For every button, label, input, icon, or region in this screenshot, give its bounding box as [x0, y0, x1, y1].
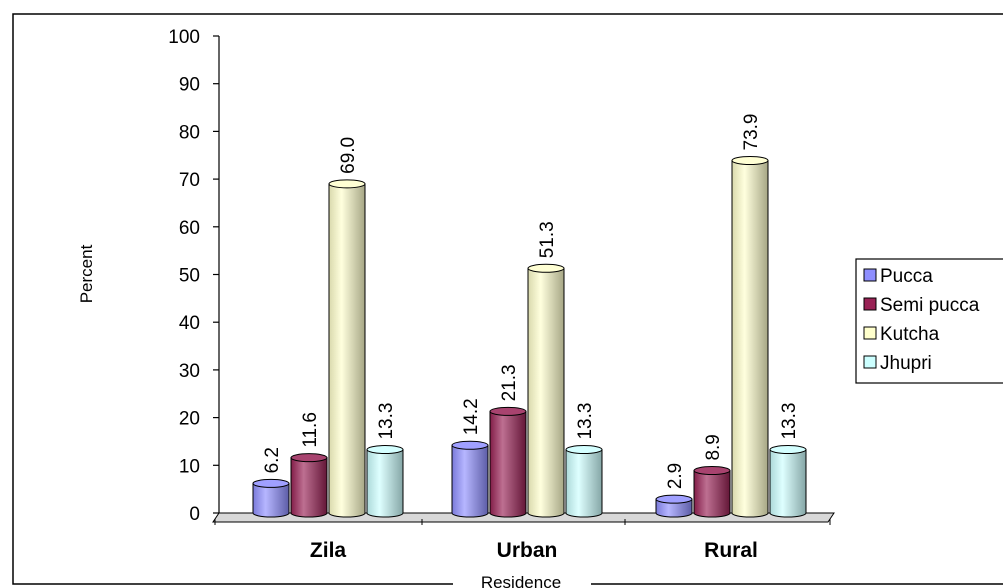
- y-tick-label: 100: [168, 27, 200, 48]
- x-category-label: Rural: [704, 539, 758, 562]
- y-tick-label: 30: [179, 361, 200, 382]
- bar: [252, 478, 290, 518]
- y-tick-label: 70: [179, 170, 200, 191]
- y-tick-label: 80: [179, 122, 200, 143]
- bar: [769, 445, 807, 518]
- legend: Pucca Semi pucca Kutcha Jhupri: [855, 258, 1003, 384]
- legend-swatch: [863, 326, 877, 340]
- data-label: 11.6: [300, 412, 321, 448]
- data-label: 14.2: [461, 398, 482, 435]
- legend-swatch: [863, 268, 877, 282]
- data-label: 51.3: [537, 221, 558, 258]
- data-label: 6.2: [262, 447, 283, 473]
- data-label: 13.3: [376, 403, 397, 440]
- data-label: 69.0: [338, 137, 359, 174]
- legend-label: Pucca: [880, 266, 933, 287]
- bar: [655, 494, 693, 518]
- bars: [252, 155, 807, 518]
- y-tick-label: 0: [189, 504, 200, 525]
- bar: [565, 445, 603, 518]
- y-axis-ticks: 0 10 20 30 40 50 60 70 80 90 100: [168, 27, 831, 525]
- y-tick-label: 90: [179, 75, 200, 96]
- x-axis-title: Residence: [481, 573, 561, 588]
- bar: [290, 453, 328, 518]
- bar: [366, 445, 404, 518]
- x-category-label: Urban: [497, 539, 558, 562]
- data-label: 2.9: [665, 463, 686, 489]
- legend-label: Kutcha: [880, 324, 940, 345]
- legend-label: Jhupri: [880, 353, 932, 374]
- data-labels: 6.2 11.6 69.0 13.3 14.2 21.3 51.3 13.3 2.9 8.9 73.…: [262, 114, 800, 490]
- data-label: 13.3: [779, 403, 800, 440]
- y-tick-label: 50: [179, 266, 200, 287]
- legend-swatch: [863, 355, 877, 369]
- y-tick-label: 20: [179, 409, 200, 430]
- legend-box: [855, 258, 1003, 384]
- bar: [693, 466, 731, 518]
- bar: [328, 179, 366, 518]
- data-label: 21.3: [499, 364, 520, 401]
- data-label: 8.9: [703, 434, 724, 460]
- data-label: 73.9: [741, 114, 762, 151]
- bar: [489, 406, 527, 518]
- legend-swatch: [863, 297, 877, 311]
- bar: [731, 155, 769, 518]
- y-tick-label: 40: [179, 313, 200, 334]
- y-tick-label: 10: [179, 456, 200, 477]
- x-category-label: Zila: [310, 539, 346, 562]
- y-axis-title: Percent: [77, 244, 96, 303]
- data-label: 13.3: [575, 403, 596, 440]
- bar: [451, 440, 489, 518]
- x-axis-title-background: [453, 570, 591, 588]
- y-tick-label: 60: [179, 218, 200, 239]
- x-axis-category-labels: Zila Urban Rural: [310, 539, 758, 562]
- legend-label: Semi pucca: [880, 295, 980, 316]
- bar: [527, 263, 565, 518]
